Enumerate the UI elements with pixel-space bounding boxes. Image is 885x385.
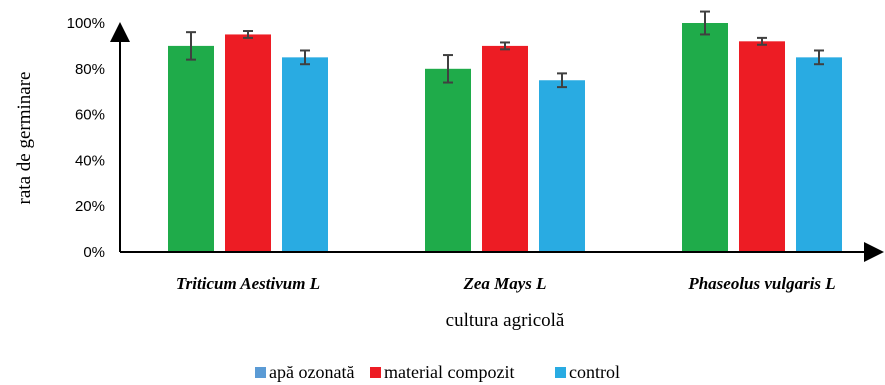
bar [282,57,328,252]
x-category-labels: Triticum Aestivum L Zea Mays L Phaseolus v… [176,274,836,293]
bar [482,45,528,253]
x-category-label: Triticum Aestivum L [176,274,320,293]
bar [425,68,471,252]
y-tick-label: 100% [67,15,105,32]
y-tick-label: 60% [75,107,105,124]
y-tick-label: 80% [75,61,105,78]
bar [168,45,214,253]
y-tick-label: 20% [75,198,105,215]
y-tick-labels: 0% 20% 40% 60% 80% 100% [67,15,105,261]
x-category-label: Phaseolus vulgaris L [687,274,835,293]
bars-group [168,23,842,253]
bar [796,57,842,252]
y-axis-title: rata de germinare [14,72,35,205]
legend-label: apă ozonată [269,362,354,382]
bar [739,41,785,252]
bar [682,23,728,252]
legend-swatch [255,367,266,378]
y-tick-label: 40% [75,152,105,169]
legend-swatch [555,367,566,378]
y-tick-label: 0% [83,244,105,261]
x-axis-title: cultura agricolă [446,310,565,331]
legend-label: material compozit [384,362,514,382]
error-bars-group [186,10,824,89]
bar [225,34,271,253]
x-category-label: Zea Mays L [462,274,546,293]
bar [539,80,585,252]
legend-label: control [569,362,620,382]
legend-swatch [370,367,381,378]
legend: apă ozonată material compozit control [255,362,620,382]
